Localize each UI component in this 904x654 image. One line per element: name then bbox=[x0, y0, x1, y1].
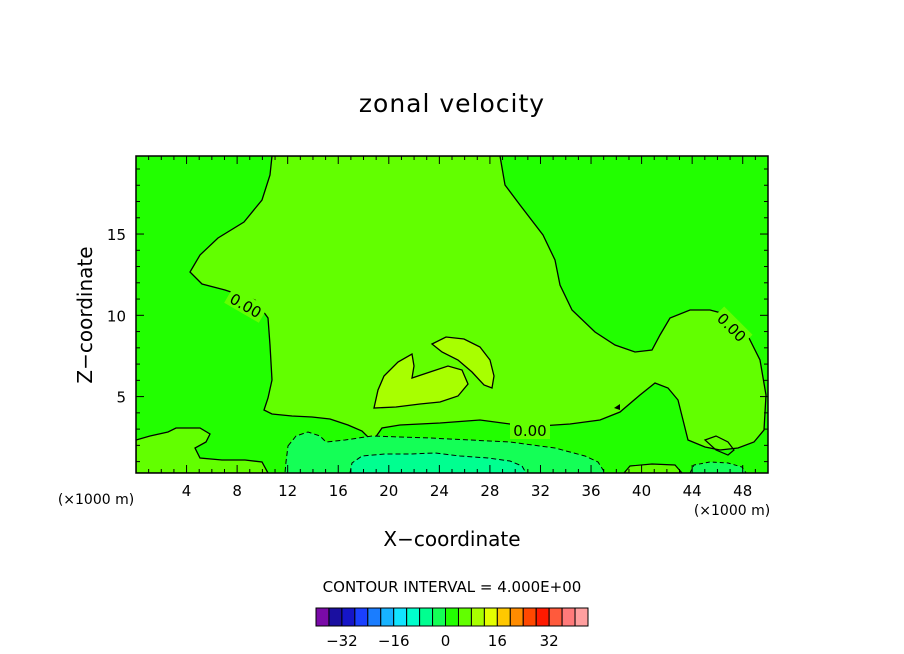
x-tick-label: 12 bbox=[278, 482, 297, 500]
positive-region-upper bbox=[189, 156, 767, 451]
x-tick-label: 48 bbox=[733, 482, 752, 500]
colorbar-labels: −32 −16 0 16 32 bbox=[326, 632, 559, 650]
colorbar-swatch bbox=[535, 607, 550, 627]
colorbar-swatch bbox=[315, 607, 330, 627]
colorbar-swatch bbox=[419, 607, 434, 627]
colorbar-swatch bbox=[470, 607, 485, 627]
patch-right-lower bbox=[689, 461, 747, 473]
x-tick-label: 32 bbox=[531, 482, 550, 500]
x-tick-label: 8 bbox=[232, 482, 242, 500]
patch-speck bbox=[614, 404, 620, 410]
x-tick-label: 16 bbox=[329, 482, 348, 500]
contour-label: 0.00 bbox=[513, 422, 546, 440]
negative-region-core bbox=[349, 452, 527, 473]
plot-area bbox=[136, 156, 768, 473]
colorbar-swatch bbox=[393, 607, 408, 627]
y-tick-label: 10 bbox=[107, 307, 126, 325]
y-tick-label: 5 bbox=[116, 389, 126, 407]
x-unit-left: (×1000 m) bbox=[58, 492, 134, 508]
x-tick-label: 40 bbox=[632, 482, 651, 500]
colorbar-swatch bbox=[483, 607, 498, 627]
colorbar-swatch bbox=[328, 607, 343, 627]
x-tick-label: 4 bbox=[182, 482, 192, 500]
patch-right-edge bbox=[703, 435, 735, 456]
x-tick-label: 36 bbox=[581, 482, 600, 500]
x-unit-right: (×1000 m) bbox=[694, 503, 770, 519]
colorbar-swatch bbox=[509, 607, 524, 627]
y-axis-ticks: 5 10 15 bbox=[107, 168, 768, 463]
y-tick-label: 15 bbox=[107, 226, 126, 244]
chart-title: zonal velocity bbox=[359, 89, 545, 118]
colorbar-swatch bbox=[496, 607, 511, 627]
colorbar-swatch bbox=[432, 607, 447, 627]
colorbar-swatch bbox=[522, 607, 537, 627]
x-axis-label: X−coordinate bbox=[383, 527, 520, 551]
x-tick-label: 44 bbox=[683, 482, 702, 500]
core-region-a bbox=[373, 352, 469, 409]
x-tick-label: 20 bbox=[379, 482, 398, 500]
colorbar-swatch bbox=[367, 607, 382, 627]
colorbar-label: 0 bbox=[441, 632, 451, 650]
colorbar-swatch bbox=[548, 607, 563, 627]
colorbar-label: 16 bbox=[488, 632, 507, 650]
colorbar bbox=[315, 607, 589, 627]
colorbar-swatch bbox=[561, 607, 576, 627]
colorbar-swatch bbox=[574, 607, 589, 627]
colorbar-swatch bbox=[341, 607, 356, 627]
colorbar-label: 32 bbox=[540, 632, 559, 650]
contour-interval: CONTOUR INTERVAL = 4.000E+00 bbox=[323, 578, 582, 596]
colorbar-swatch bbox=[380, 607, 395, 627]
colorbar-swatch bbox=[457, 607, 472, 627]
colorbar-swatch bbox=[354, 607, 369, 627]
y-axis-label: Z−coordinate bbox=[73, 246, 97, 383]
x-tick-label: 28 bbox=[480, 482, 499, 500]
colorbar-swatch bbox=[445, 607, 459, 627]
colorbar-label: −32 bbox=[326, 632, 358, 650]
x-tick-label: 24 bbox=[430, 482, 449, 500]
colorbar-label: −16 bbox=[378, 632, 410, 650]
positive-region-lower-left bbox=[136, 427, 269, 473]
core-region-b bbox=[430, 336, 495, 389]
patch-right-mid bbox=[623, 463, 683, 473]
colorbar-swatch bbox=[406, 607, 421, 627]
x-axis-ticks: 4 8 12 16 20 24 28 32 36 40 44 48 bbox=[148, 156, 756, 500]
